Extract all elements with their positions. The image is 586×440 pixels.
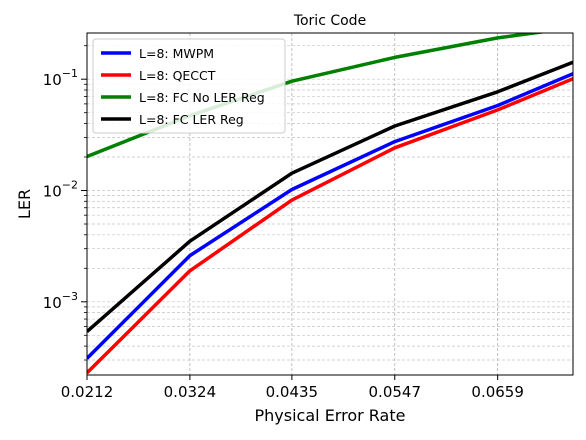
legend-box	[92, 38, 286, 134]
y-tick-base: 10	[43, 71, 62, 89]
series-lines	[87, 33, 573, 375]
x-tick-label: 0.0547	[369, 383, 422, 401]
y-tick-label: 10−1	[43, 67, 78, 89]
legend-label: L=8: MWPM	[139, 46, 214, 61]
y-tick-base: 10	[43, 182, 62, 200]
x-axis-ticks: 0.0212 0.0324 0.0435 0.0547 0.0659	[61, 375, 524, 401]
x-axis-title: Physical Error Rate	[255, 406, 406, 425]
legend-label: L=8: FC LER Reg	[139, 112, 244, 127]
y-tick-label: 10−3	[43, 290, 78, 312]
plot-frame	[86, 32, 574, 376]
legend-label: L=8: QECCT	[139, 68, 216, 83]
legend: L=8: MWPM L=8: QECCT L=8: FC No LER Reg L=8…	[92, 38, 286, 134]
y-axis-ticks: 10−310−210−1	[43, 45, 87, 361]
chart-title: Toric Code	[293, 13, 366, 29]
legend-label: L=8: FC No LER Reg	[139, 90, 265, 105]
series-line	[87, 72, 573, 360]
series-line	[87, 77, 573, 375]
y-tick-label: 10−2	[43, 178, 78, 200]
y-tick-base: 10	[43, 294, 62, 312]
y-axis-title: LER	[15, 189, 34, 219]
series-line	[87, 60, 573, 333]
y-tick-exponent: −3	[62, 290, 78, 303]
x-tick-label: 0.0435	[266, 383, 319, 401]
x-tick-label: 0.0324	[164, 383, 217, 401]
y-tick-exponent: −1	[62, 67, 78, 80]
y-tick-exponent: −2	[62, 178, 78, 191]
x-tick-label: 0.0212	[61, 383, 114, 401]
x-tick-label: 0.0659	[471, 383, 524, 401]
